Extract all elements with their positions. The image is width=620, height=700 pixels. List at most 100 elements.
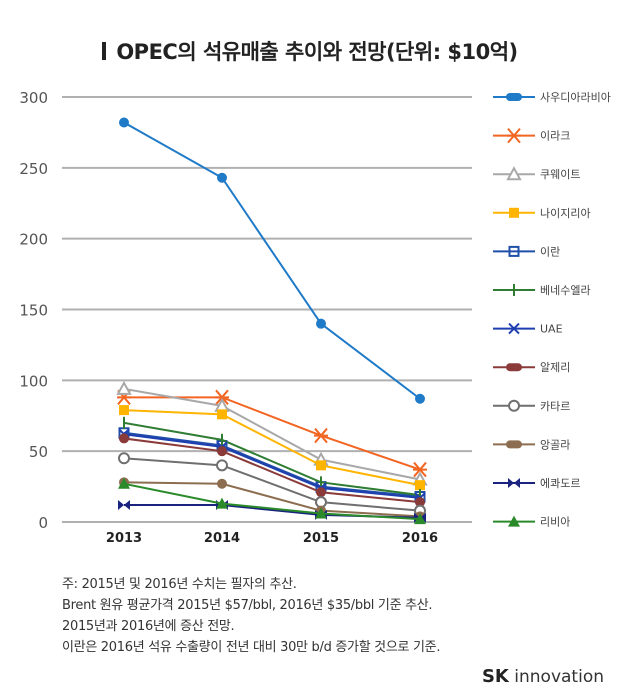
legend-marker	[506, 93, 522, 101]
marker-circle	[119, 433, 129, 444]
series-line	[123, 433, 421, 499]
marker-bowtie	[124, 500, 130, 510]
legend-label: UAE	[540, 323, 563, 336]
legend-label: 이라크	[540, 130, 570, 143]
series-8	[118, 452, 426, 517]
series-line	[123, 437, 421, 504]
logo-brand: SK	[481, 666, 509, 687]
x-tick-label: 2014	[204, 531, 240, 546]
y-tick-label: 0	[38, 514, 48, 532]
series-line	[123, 387, 421, 481]
footnotes: 주: 2015년 및 2016년 수치는 필자의 추산. Brent 원유 평균…	[62, 574, 440, 658]
y-tick-label: 300	[19, 89, 48, 107]
marker-bowtie	[420, 512, 426, 523]
marker-triangle	[508, 515, 520, 527]
legend-item: 이란	[493, 245, 560, 258]
footnote: Brent 원유 평균가격 2015년 $57/bbl, 2016년 $35/b…	[62, 598, 433, 613]
marker-open-square	[508, 245, 520, 257]
series-line	[123, 482, 421, 521]
marker-asterisk	[507, 127, 521, 144]
footnote: 2015년과 2016년에 증산 전망.	[62, 619, 235, 634]
legend-item: 에콰도르	[493, 477, 580, 490]
marker-square	[415, 480, 425, 491]
legend-marker	[506, 440, 522, 449]
legend-label: 에콰도르	[540, 477, 580, 490]
series-line	[123, 431, 421, 498]
legend-item: UAE	[493, 323, 563, 336]
marker-circle	[217, 446, 227, 457]
legend-label: 사우디아라비아	[540, 91, 611, 104]
legend-item: 쿠웨이트	[493, 166, 580, 181]
marker-bowtie	[514, 478, 520, 488]
marker-circle	[415, 497, 425, 508]
y-tick-label: 100	[19, 372, 48, 390]
chart-title-wrap: OPEC의 석유매출 추이와 전망(단위: $10억)	[0, 36, 620, 66]
marker-asterisk	[413, 461, 427, 478]
legend-item: 베네수엘라	[493, 284, 591, 297]
chart-title: OPEC의 석유매출 추이와 전망(단위: $10억)	[116, 40, 518, 64]
marker-bowtie	[508, 478, 514, 488]
footnote: 주: 2015년 및 2016년 수치는 필자의 추산.	[62, 577, 297, 592]
series-line	[123, 409, 421, 487]
marker-open-circle	[216, 459, 228, 472]
marker-square	[316, 460, 326, 471]
footnote: 이란은 2016년 석유 수출량이 전년 대비 30만 b/d 증가할 것으로 …	[62, 640, 441, 655]
legend-label: 리비아	[540, 516, 570, 529]
marker-bowtie	[118, 500, 124, 510]
x-tick-label: 2013	[106, 531, 142, 546]
legend-label: 쿠웨이트	[540, 168, 580, 181]
marker-circle	[316, 487, 326, 498]
legend-item: 이라크	[493, 127, 570, 144]
legend-item: 앙골라	[493, 438, 570, 451]
y-tick-label: 150	[19, 302, 48, 320]
series-line	[123, 421, 421, 497]
y-tick-label: 200	[19, 231, 48, 249]
marker-triangle	[216, 497, 228, 509]
marker-open-triangle	[506, 166, 522, 181]
title-bar-icon	[102, 42, 107, 60]
x-tick-label: 2016	[402, 531, 438, 546]
marker-triangle	[118, 477, 130, 489]
marker-circle	[217, 478, 227, 489]
logo-text: innovation	[514, 667, 604, 687]
series-7	[119, 433, 425, 508]
marker-open-circle	[508, 399, 520, 412]
y-tick-label: 250	[19, 160, 48, 178]
y-tick-label: 50	[29, 443, 48, 461]
series-3	[119, 405, 425, 491]
x-tick-label: 2015	[303, 531, 339, 546]
marker-square	[217, 409, 227, 420]
marker-triangle	[315, 507, 327, 519]
marker-x	[508, 322, 520, 335]
series-0	[119, 117, 425, 404]
marker-circle	[119, 117, 129, 128]
marker-circle	[415, 393, 425, 404]
marker-square	[509, 207, 519, 218]
legend-marker	[506, 363, 522, 372]
legend-label: 베네수엘라	[540, 284, 591, 297]
marker-square	[119, 405, 129, 416]
series-5	[123, 416, 421, 502]
legend-label: 카타르	[540, 400, 570, 413]
series-10	[118, 500, 426, 523]
legend-label: 알제리	[540, 360, 570, 374]
marker-asterisk	[215, 389, 229, 405]
marker-asterisk	[314, 427, 328, 444]
legend-label: 이란	[540, 245, 560, 258]
legend-label: 앙골라	[540, 438, 570, 451]
marker-bowtie	[414, 512, 420, 523]
legend-item: 나이지리아	[493, 207, 591, 220]
series-11	[118, 477, 426, 525]
marker-open-triangle	[116, 380, 132, 395]
series-line	[123, 121, 421, 400]
series-2	[116, 380, 428, 486]
marker-circle	[316, 318, 326, 329]
legend-label: 나이지리아	[540, 207, 591, 220]
sk-innovation-logo: SK innovation	[482, 666, 604, 687]
marker-triangle	[414, 513, 426, 525]
legend-item: 사우디아라비아	[493, 91, 611, 104]
marker-circle	[217, 172, 227, 183]
series-line	[123, 481, 421, 518]
